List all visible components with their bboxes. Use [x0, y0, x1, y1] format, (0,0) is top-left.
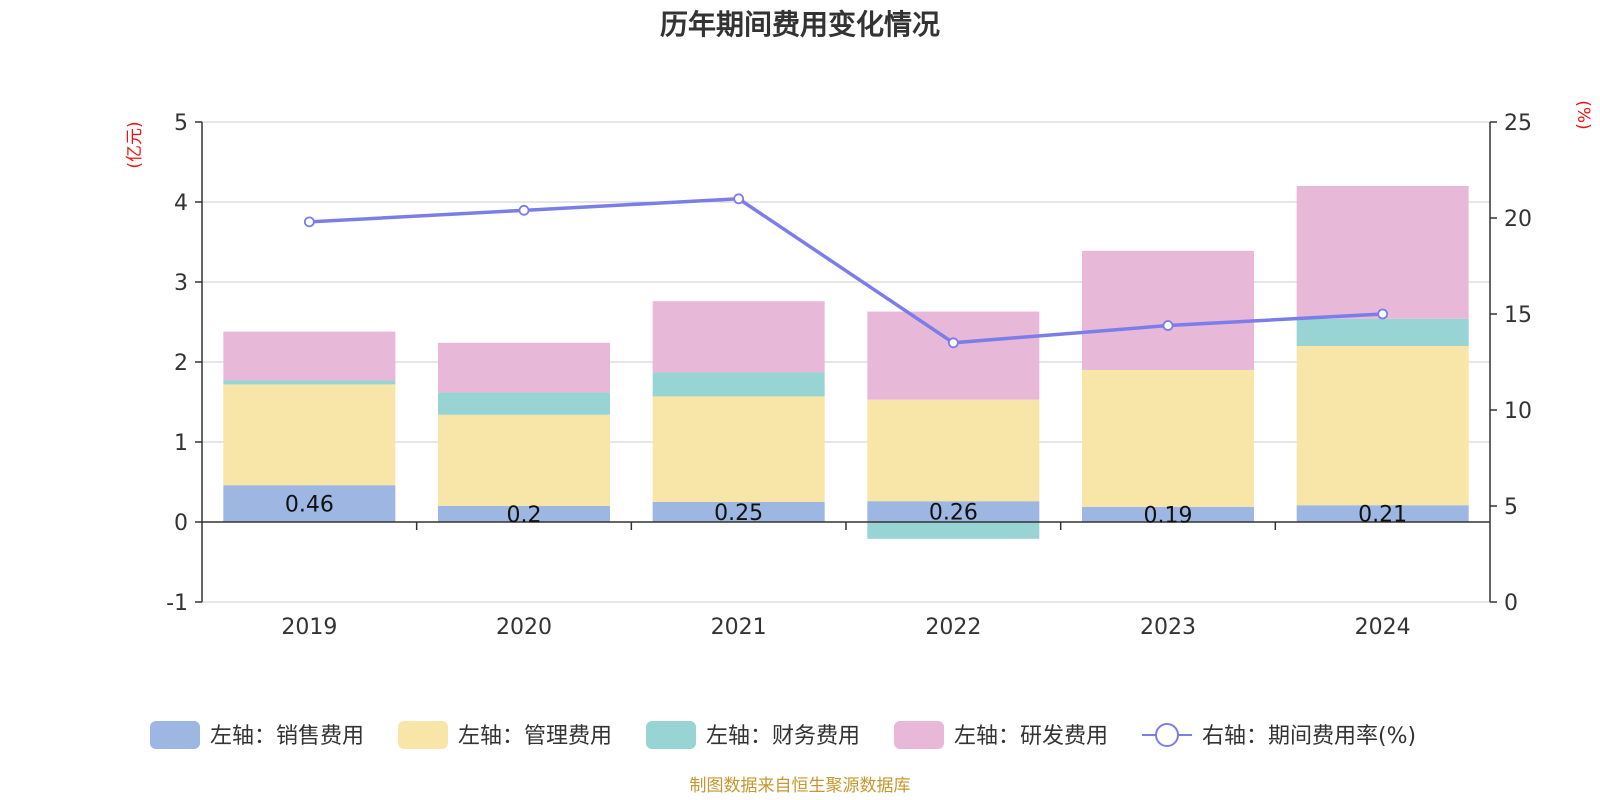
bar-series: [223, 186, 1469, 539]
bar-value-label: 0.46: [285, 493, 334, 518]
legend-label: 左轴：销售费用: [210, 724, 364, 749]
bar-2019-series-2: [223, 380, 396, 385]
left-axis-tick-label: 0: [174, 511, 188, 536]
bar-value-label: 0.26: [929, 501, 978, 526]
x-axis-tick-label: 2020: [496, 615, 552, 640]
bar-2019-series-0: [223, 485, 396, 522]
bar-2020-series-2: [438, 392, 610, 415]
line-point: [733, 193, 745, 205]
left-axis-tick-label: -1: [166, 591, 188, 616]
line-point: [947, 337, 959, 349]
bar-2023-series-1: [1082, 370, 1254, 507]
data-labels: 0.46 0.2 0.25 0.26 0.19 0.21: [285, 493, 1407, 529]
grid-lines: [202, 121, 1490, 603]
right-axis-tick-label: 25: [1504, 111, 1532, 136]
right-axis-tick-label: 20: [1504, 207, 1532, 232]
left-axis-tick-label: 1: [174, 431, 188, 456]
line-series: [303, 193, 1389, 349]
bar-2019-series-1: [223, 384, 396, 486]
bar-value-label: 0.25: [714, 501, 763, 526]
bar-2020-series-3: [438, 342, 610, 393]
left-axis-tick-label: 4: [174, 191, 188, 216]
x-axis-tick-label: 2024: [1355, 615, 1411, 640]
x-axis-tick-label: 2021: [711, 615, 767, 640]
axes: -1 0 1 2 3 4 5 0 5 10 15 20 25 2019 2020 2021 2022 2023 20…: [166, 111, 1532, 640]
bar-2020-series-1: [438, 414, 610, 506]
bar-2024-series-3: [1296, 186, 1469, 319]
right-axis-tick-label: 15: [1504, 303, 1532, 328]
bar-value-label: 0.21: [1358, 503, 1407, 528]
legend-label: 右轴：期间费用率(%): [1202, 724, 1416, 749]
x-axis-tick-label: 2023: [1140, 615, 1196, 640]
bar-2022-series-2: [867, 522, 1040, 539]
bar-2022-series-3: [867, 311, 1040, 400]
line-expense-rate: [309, 197, 1383, 345]
bar-2024-series-2: [1296, 318, 1469, 346]
bar-2023-series-3: [1082, 250, 1254, 370]
left-axis-tick-label: 5: [174, 111, 188, 136]
legend-circle-icon: [1155, 723, 1179, 747]
bar-2024-series-0: [1296, 505, 1469, 522]
bar-2019-series-3: [223, 331, 396, 381]
bar-2021-series-3: [652, 301, 825, 373]
legend: 左轴：销售费用 左轴：管理费用 左轴：财务费用 左轴：研发费用 右轴：期间费用率(%): [150, 721, 1416, 749]
right-axis-tick-label: 5: [1504, 495, 1518, 520]
legend-swatch: [150, 721, 200, 749]
right-axis-tick-label: 10: [1504, 399, 1532, 424]
bar-2020-series-0: [438, 506, 610, 522]
bar-2021-series-1: [652, 396, 825, 502]
bar-value-label: 0.2: [507, 503, 542, 528]
legend-label: 左轴：财务费用: [706, 724, 860, 749]
legend-label: 左轴：管理费用: [458, 724, 612, 749]
x-axis-tick-label: 2022: [925, 615, 981, 640]
chart-title: 历年期间费用变化情况: [660, 8, 940, 41]
left-axis-unit-label: (亿元): [125, 121, 145, 168]
legend-swatch: [646, 721, 696, 749]
legend-label: 左轴：研发费用: [954, 724, 1108, 749]
legend-swatch: [398, 721, 448, 749]
line-point: [1377, 308, 1389, 320]
source-note: 制图数据来自恒生聚源数据库: [690, 776, 911, 796]
bar-2023-series-0: [1082, 506, 1254, 522]
right-axis-tick-label: 0: [1504, 591, 1518, 616]
bar-2022-series-1: [867, 399, 1040, 502]
line-point: [1162, 320, 1174, 331]
bar-2022-series-0: [867, 501, 1040, 522]
bar-2021-series-0: [652, 502, 825, 522]
x-axis-tick-label: 2019: [281, 615, 337, 640]
line-point: [303, 216, 315, 228]
bar-value-label: 0.19: [1144, 503, 1193, 528]
bar-2024-series-1: [1296, 346, 1469, 506]
left-axis-tick-label: 2: [174, 351, 188, 376]
right-axis-unit-label: (%): [1573, 100, 1593, 129]
line-point: [518, 204, 530, 216]
legend-swatch: [894, 721, 944, 749]
bar-2021-series-2: [652, 372, 825, 397]
left-axis-tick-label: 3: [174, 271, 188, 296]
